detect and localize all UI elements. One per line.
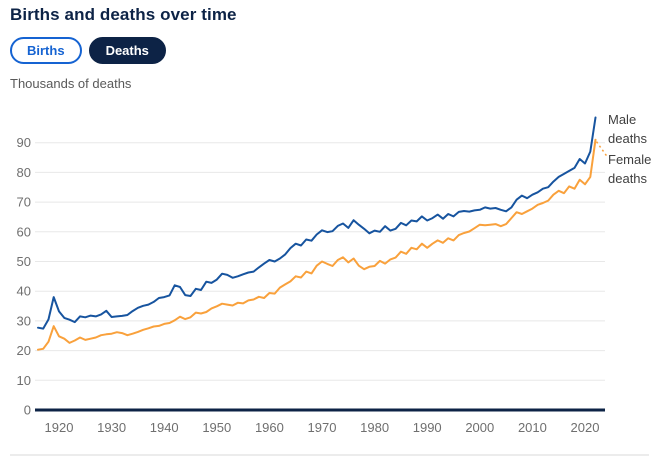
female-deaths-line-label: Female deaths <box>608 152 652 186</box>
x-axis-tick-label: 2010 <box>518 420 547 435</box>
x-axis-tick-labels: 1920 1930 1940 1950 1960 1970 1980 1990 2000 2010… <box>45 420 600 435</box>
x-axis-tick-label: 1950 <box>202 420 231 435</box>
female-label-connector <box>595 141 608 157</box>
x-axis-tick-label: 2020 <box>571 420 600 435</box>
series-lines <box>37 116 597 351</box>
y-axis-tick-label: 50 <box>17 254 31 269</box>
gridlines <box>35 142 605 381</box>
x-axis-tick-label: 1940 <box>150 420 179 435</box>
male-deaths-line <box>37 116 597 330</box>
x-axis-tick-label: 1920 <box>45 420 74 435</box>
deaths-toggle-button[interactable]: Deaths <box>88 37 166 64</box>
y-axis-tick-label: 40 <box>17 284 31 299</box>
male-deaths-line-label: Male deaths <box>608 112 648 146</box>
y-axis-tick-label: 80 <box>17 165 31 180</box>
x-axis-tick-label: 1960 <box>255 420 284 435</box>
births-toggle-button[interactable]: Births <box>10 37 82 64</box>
x-axis-tick-label: 1990 <box>413 420 442 435</box>
page-title: Births and deaths over time <box>10 5 237 24</box>
y-axis-tick-labels: 0 10 20 30 40 50 60 70 80 90 <box>17 135 31 417</box>
y-axis-tick-label: 0 <box>24 403 31 418</box>
x-axis-tick-label: 1970 <box>308 420 337 435</box>
births-deaths-toggle: Births Deaths <box>10 37 166 64</box>
x-axis-tick-label: 1930 <box>97 420 126 435</box>
y-axis-tick-label: 20 <box>17 343 31 358</box>
y-axis-tick-label: 60 <box>17 224 31 239</box>
y-axis-tick-label: 30 <box>17 313 31 328</box>
y-axis-tick-label: 10 <box>17 373 31 388</box>
y-axis-title: Thousands of deaths <box>10 76 132 91</box>
female-deaths-line <box>37 138 597 351</box>
x-axis-tick-label: 2000 <box>465 420 494 435</box>
y-axis-tick-label: 90 <box>17 135 31 150</box>
y-axis-tick-label: 70 <box>17 195 31 210</box>
x-axis-tick-label: 1980 <box>360 420 389 435</box>
chart-svg: 0 10 20 30 40 50 60 70 80 90 1920 1930 1940 1950 1960… <box>10 116 649 456</box>
